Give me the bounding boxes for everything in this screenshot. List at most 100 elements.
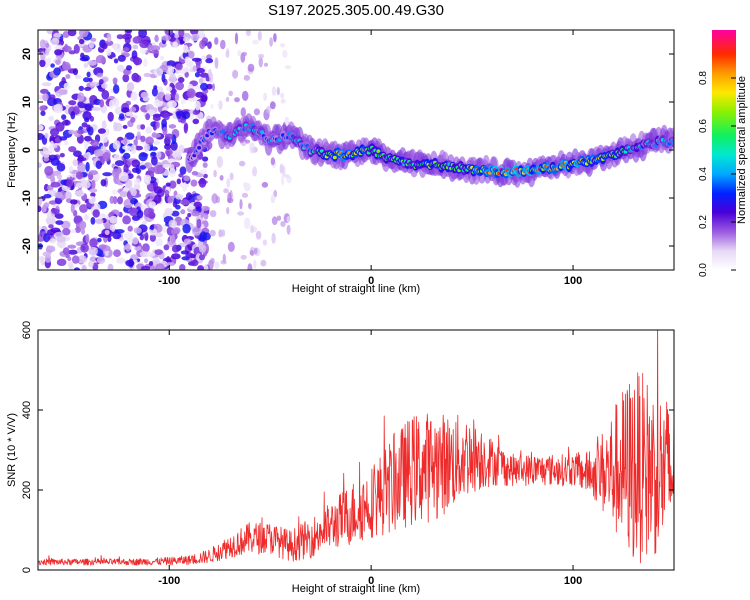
spectrogram-cell <box>75 171 84 180</box>
spectrogram-cell <box>54 213 64 219</box>
spectrogram-cell <box>214 37 219 45</box>
spectrogram-cell <box>262 239 268 246</box>
spectrogram-cell <box>248 202 252 209</box>
spectrogram-cell <box>140 135 146 142</box>
spectrogram-cell <box>114 106 124 115</box>
spectrogram-cell <box>126 237 134 243</box>
spectrogram-cell <box>90 217 96 225</box>
spectrogram-cell <box>178 30 185 37</box>
spectrogram-cell <box>227 241 235 252</box>
spectrogram-cell <box>54 231 64 238</box>
spectrogram-cell <box>171 84 176 95</box>
spectrogram-cell <box>196 67 205 74</box>
spectrogram-cell <box>102 151 111 162</box>
spectrogram-cell <box>227 192 232 204</box>
spectrogram-cell <box>85 161 90 172</box>
spectrogram-cell <box>46 30 53 35</box>
spectrogram-cell <box>55 59 61 65</box>
snr-y-axis-label: SNR (10 * V/V) <box>6 413 18 487</box>
spectrogram-cell <box>139 165 146 170</box>
spectrogram-cell <box>253 259 257 269</box>
spectrogram-cell <box>169 180 177 189</box>
spectrogram-cell <box>191 171 199 176</box>
spectrogram-cell <box>184 71 189 78</box>
spectrogram-cell <box>78 85 85 92</box>
spectrogram-cell <box>179 39 185 44</box>
spectrogram-cell <box>207 41 212 49</box>
spectrogram-cell <box>133 74 142 83</box>
spectrogram-cell <box>201 55 207 61</box>
spectrogram-cell <box>124 132 135 140</box>
spectrogram-cell <box>72 68 79 76</box>
spectrogram-cell <box>113 154 120 161</box>
spectrogram-cell <box>50 63 55 68</box>
colorbar-label: Normalized spectral amplitude <box>736 76 748 224</box>
spectrogram-cell <box>210 104 214 109</box>
spectrogram-cell <box>148 228 158 236</box>
spectrogram-cell <box>264 62 268 67</box>
spectrogram-cell <box>39 59 46 68</box>
spectrogram-cell <box>376 149 381 153</box>
spectrogram-cell <box>165 262 175 267</box>
spectrogram-cell <box>96 72 103 78</box>
spectrogram-cell <box>196 195 203 200</box>
spectrogram-cell <box>59 153 65 158</box>
spectrogram-cell <box>171 210 180 217</box>
spectrogram-cell <box>219 175 224 181</box>
spectrogram-cell <box>134 57 139 66</box>
spectrogram-cell <box>39 105 47 112</box>
spectrogram-cell <box>122 33 132 40</box>
spectrogram-cell <box>102 172 113 177</box>
spectrogram-cell <box>190 179 198 187</box>
spectrogram-cell <box>187 97 198 102</box>
spectrogram-cell <box>197 146 202 150</box>
spectrogram-cell <box>183 175 190 182</box>
spectrogram-cell <box>198 30 205 39</box>
spectrogram-cell <box>42 251 52 257</box>
spectrogram-cell <box>186 88 196 99</box>
spectrogram-cell <box>112 231 122 240</box>
spectrogram-cell <box>133 227 142 234</box>
spectrogram-cell <box>257 31 262 41</box>
spectrogram-cell <box>169 164 175 171</box>
spectrogram-cell <box>49 238 57 244</box>
spectrogram-cell <box>161 118 168 129</box>
spectrogram-cell <box>56 174 62 180</box>
spectrogram-cell <box>48 115 54 122</box>
spectrogram-cell <box>243 74 251 81</box>
spectrogram-cell <box>123 136 128 146</box>
spectrogram-cell <box>89 188 98 193</box>
spectrogram-cell <box>84 86 92 91</box>
spectrogram-cell <box>198 236 206 242</box>
spectrogram-cell <box>88 146 98 152</box>
spectrogram-cell <box>164 143 172 150</box>
spectrogram-cell <box>154 34 159 43</box>
spectrogram-cell <box>199 254 205 261</box>
spectrogram-cell <box>43 202 50 208</box>
spectrogram-cell <box>165 182 171 187</box>
spectrogram-cell <box>240 107 246 118</box>
spectrogram-cell <box>163 112 170 121</box>
spectrogram-cell <box>258 56 263 68</box>
spectrogram-cell <box>232 69 239 79</box>
spectrogram-cell <box>205 58 214 64</box>
spectrogram-cell <box>129 106 137 113</box>
spectrogram-cell <box>198 244 207 253</box>
spectrogram-cell <box>171 253 181 260</box>
spectrogram-cell <box>109 224 116 233</box>
spectrogram-y-ticks: -20 -10 0 10 20 <box>21 48 674 254</box>
spectrogram-cell <box>258 53 265 59</box>
spectrogram-cell <box>79 204 88 213</box>
spectrogram-cell <box>276 215 282 221</box>
spectrogram-cell <box>145 136 154 146</box>
spectrogram-cell <box>171 244 180 253</box>
spectrogram-cell <box>220 259 227 265</box>
spectrogram-cell <box>263 92 268 101</box>
spectrogram-cell <box>56 163 66 172</box>
spectrogram-cell <box>101 42 108 50</box>
spectrogram-cell <box>62 45 72 52</box>
spectrogram-cell <box>180 250 190 255</box>
spectrogram-cell <box>62 247 70 256</box>
spectrogram-cell <box>139 40 150 49</box>
spectrogram-cell <box>122 145 129 150</box>
